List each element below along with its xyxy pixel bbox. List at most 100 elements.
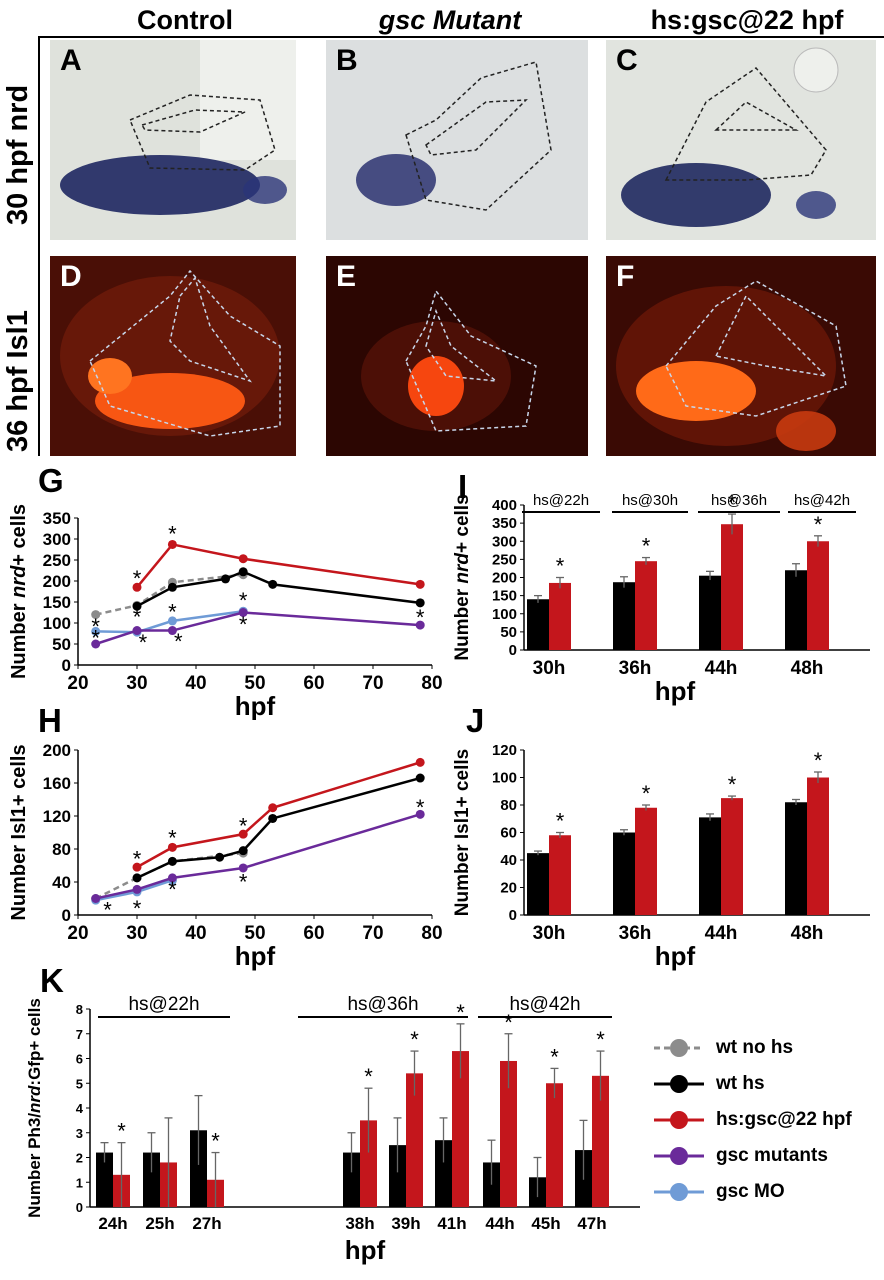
y-tick-label: 350 (43, 509, 71, 528)
y-axis-label: Number Ph3/nrd:Gfp+ cells (25, 998, 44, 1218)
micrograph-panel-a: A (50, 40, 296, 240)
x-tick-label: 70 (362, 923, 383, 944)
category-label: 36h (619, 658, 652, 679)
significance-star: * (556, 809, 565, 834)
group-label: hs@36h (711, 492, 767, 509)
significance-star: * (410, 1027, 419, 1052)
legend-item: gsc MO (650, 1174, 880, 1210)
legend-label: hs:gsc@22 hpf (716, 1109, 852, 1130)
data-point (268, 803, 278, 813)
micrograph-e-drawing (326, 256, 588, 456)
y-tick-label: 40 (500, 852, 517, 869)
data-point (91, 610, 101, 620)
series-line (95, 610, 244, 634)
y-tick-label: 120 (43, 807, 71, 826)
y-tick-label: 0 (509, 642, 517, 659)
significance-star: * (596, 1027, 605, 1052)
x-axis-label: hpf (655, 941, 696, 971)
chart-h-isl1-line: 0 40 80 120 160 200 20 30 40 50 60 70 80 hpf Number Is… (8, 741, 443, 971)
panel-letter-d: D (60, 260, 82, 293)
group-label: hs@22h (128, 994, 199, 1015)
micrograph-panel-c: C (606, 40, 876, 240)
x-axis-label: hpf (235, 941, 276, 971)
y-tick-label: 200 (43, 572, 71, 591)
group-label: hs@42h (509, 994, 580, 1015)
y-tick-label: 80 (52, 840, 71, 859)
significance-star: * (239, 612, 248, 637)
x-tick-label: 70 (362, 673, 383, 694)
micrograph-panel-f: F (606, 256, 876, 456)
bar (635, 807, 657, 915)
legend-swatch (654, 1111, 704, 1129)
y-tick-label: 160 (43, 774, 71, 793)
column-title-hs-gsc: hs:gsc@22 hpf (650, 5, 844, 35)
y-tick-label: 300 (492, 533, 517, 550)
significance-star: * (642, 781, 651, 806)
x-tick-label: 40 (185, 673, 206, 694)
data-point (132, 862, 142, 872)
legend-label: gsc MO (716, 1181, 785, 1202)
data-point (415, 579, 425, 589)
micrograph-b-drawing (326, 40, 588, 240)
data-point (132, 582, 142, 592)
y-tick-label: 5 (76, 1076, 83, 1091)
y-tick-label: 150 (43, 593, 71, 612)
bar (807, 541, 829, 650)
x-tick-label: 80 (421, 673, 442, 694)
data-point (167, 626, 177, 636)
y-tick-label: 80 (500, 797, 517, 814)
legend-marker (670, 1111, 688, 1129)
category-label: 48h (791, 923, 824, 944)
y-tick-label: 6 (76, 1052, 83, 1067)
data-point (238, 829, 248, 839)
significance-star: * (504, 1010, 513, 1035)
y-tick-label: 20 (500, 880, 517, 897)
y-tick-label: 8 (76, 1002, 83, 1017)
data-point (415, 757, 425, 767)
x-axis-label: hpf (655, 676, 696, 706)
y-tick-label: 3 (76, 1126, 83, 1141)
series-line (136, 761, 421, 869)
significance-star: * (642, 534, 651, 559)
bar (527, 853, 549, 915)
y-tick-label: 1 (76, 1175, 83, 1190)
group-label: hs@42h (794, 492, 850, 509)
significance-star: * (133, 846, 142, 871)
y-tick-label: 150 (492, 588, 517, 605)
bar (721, 524, 743, 650)
column-title-gsc-mutant: gsc Mutant (330, 5, 570, 36)
bar (699, 817, 721, 915)
bar (435, 1140, 452, 1207)
data-point (415, 620, 425, 630)
row-divider (38, 36, 40, 456)
significance-star: * (456, 1000, 465, 1025)
data-point (167, 856, 177, 866)
category-label: 44h (705, 658, 738, 679)
x-tick-label: 60 (303, 673, 324, 694)
x-tick-label: 80 (421, 923, 442, 944)
panel-letter-f: F (616, 260, 635, 293)
data-point (132, 626, 142, 636)
data-point (132, 873, 142, 883)
x-tick-label: 30 (126, 673, 147, 694)
y-tick-label: 120 (492, 742, 517, 759)
data-point (238, 846, 248, 856)
data-point (167, 539, 177, 549)
y-tick-label: 0 (62, 906, 71, 925)
y-tick-label: 40 (52, 873, 71, 892)
data-point (268, 579, 278, 589)
chart-letter-g: G (38, 462, 64, 499)
significance-star: * (728, 772, 737, 797)
bar (190, 1130, 207, 1207)
bar (343, 1152, 360, 1207)
data-point (167, 616, 177, 626)
legend-label: wt hs (716, 1073, 765, 1094)
legend-swatch (654, 1183, 704, 1201)
bar (360, 1120, 377, 1207)
legend-swatch (654, 1075, 704, 1093)
y-tick-label: 7 (76, 1027, 83, 1042)
data-point (132, 601, 142, 611)
column-title-control: Control (137, 5, 233, 35)
significance-star: * (168, 826, 177, 851)
